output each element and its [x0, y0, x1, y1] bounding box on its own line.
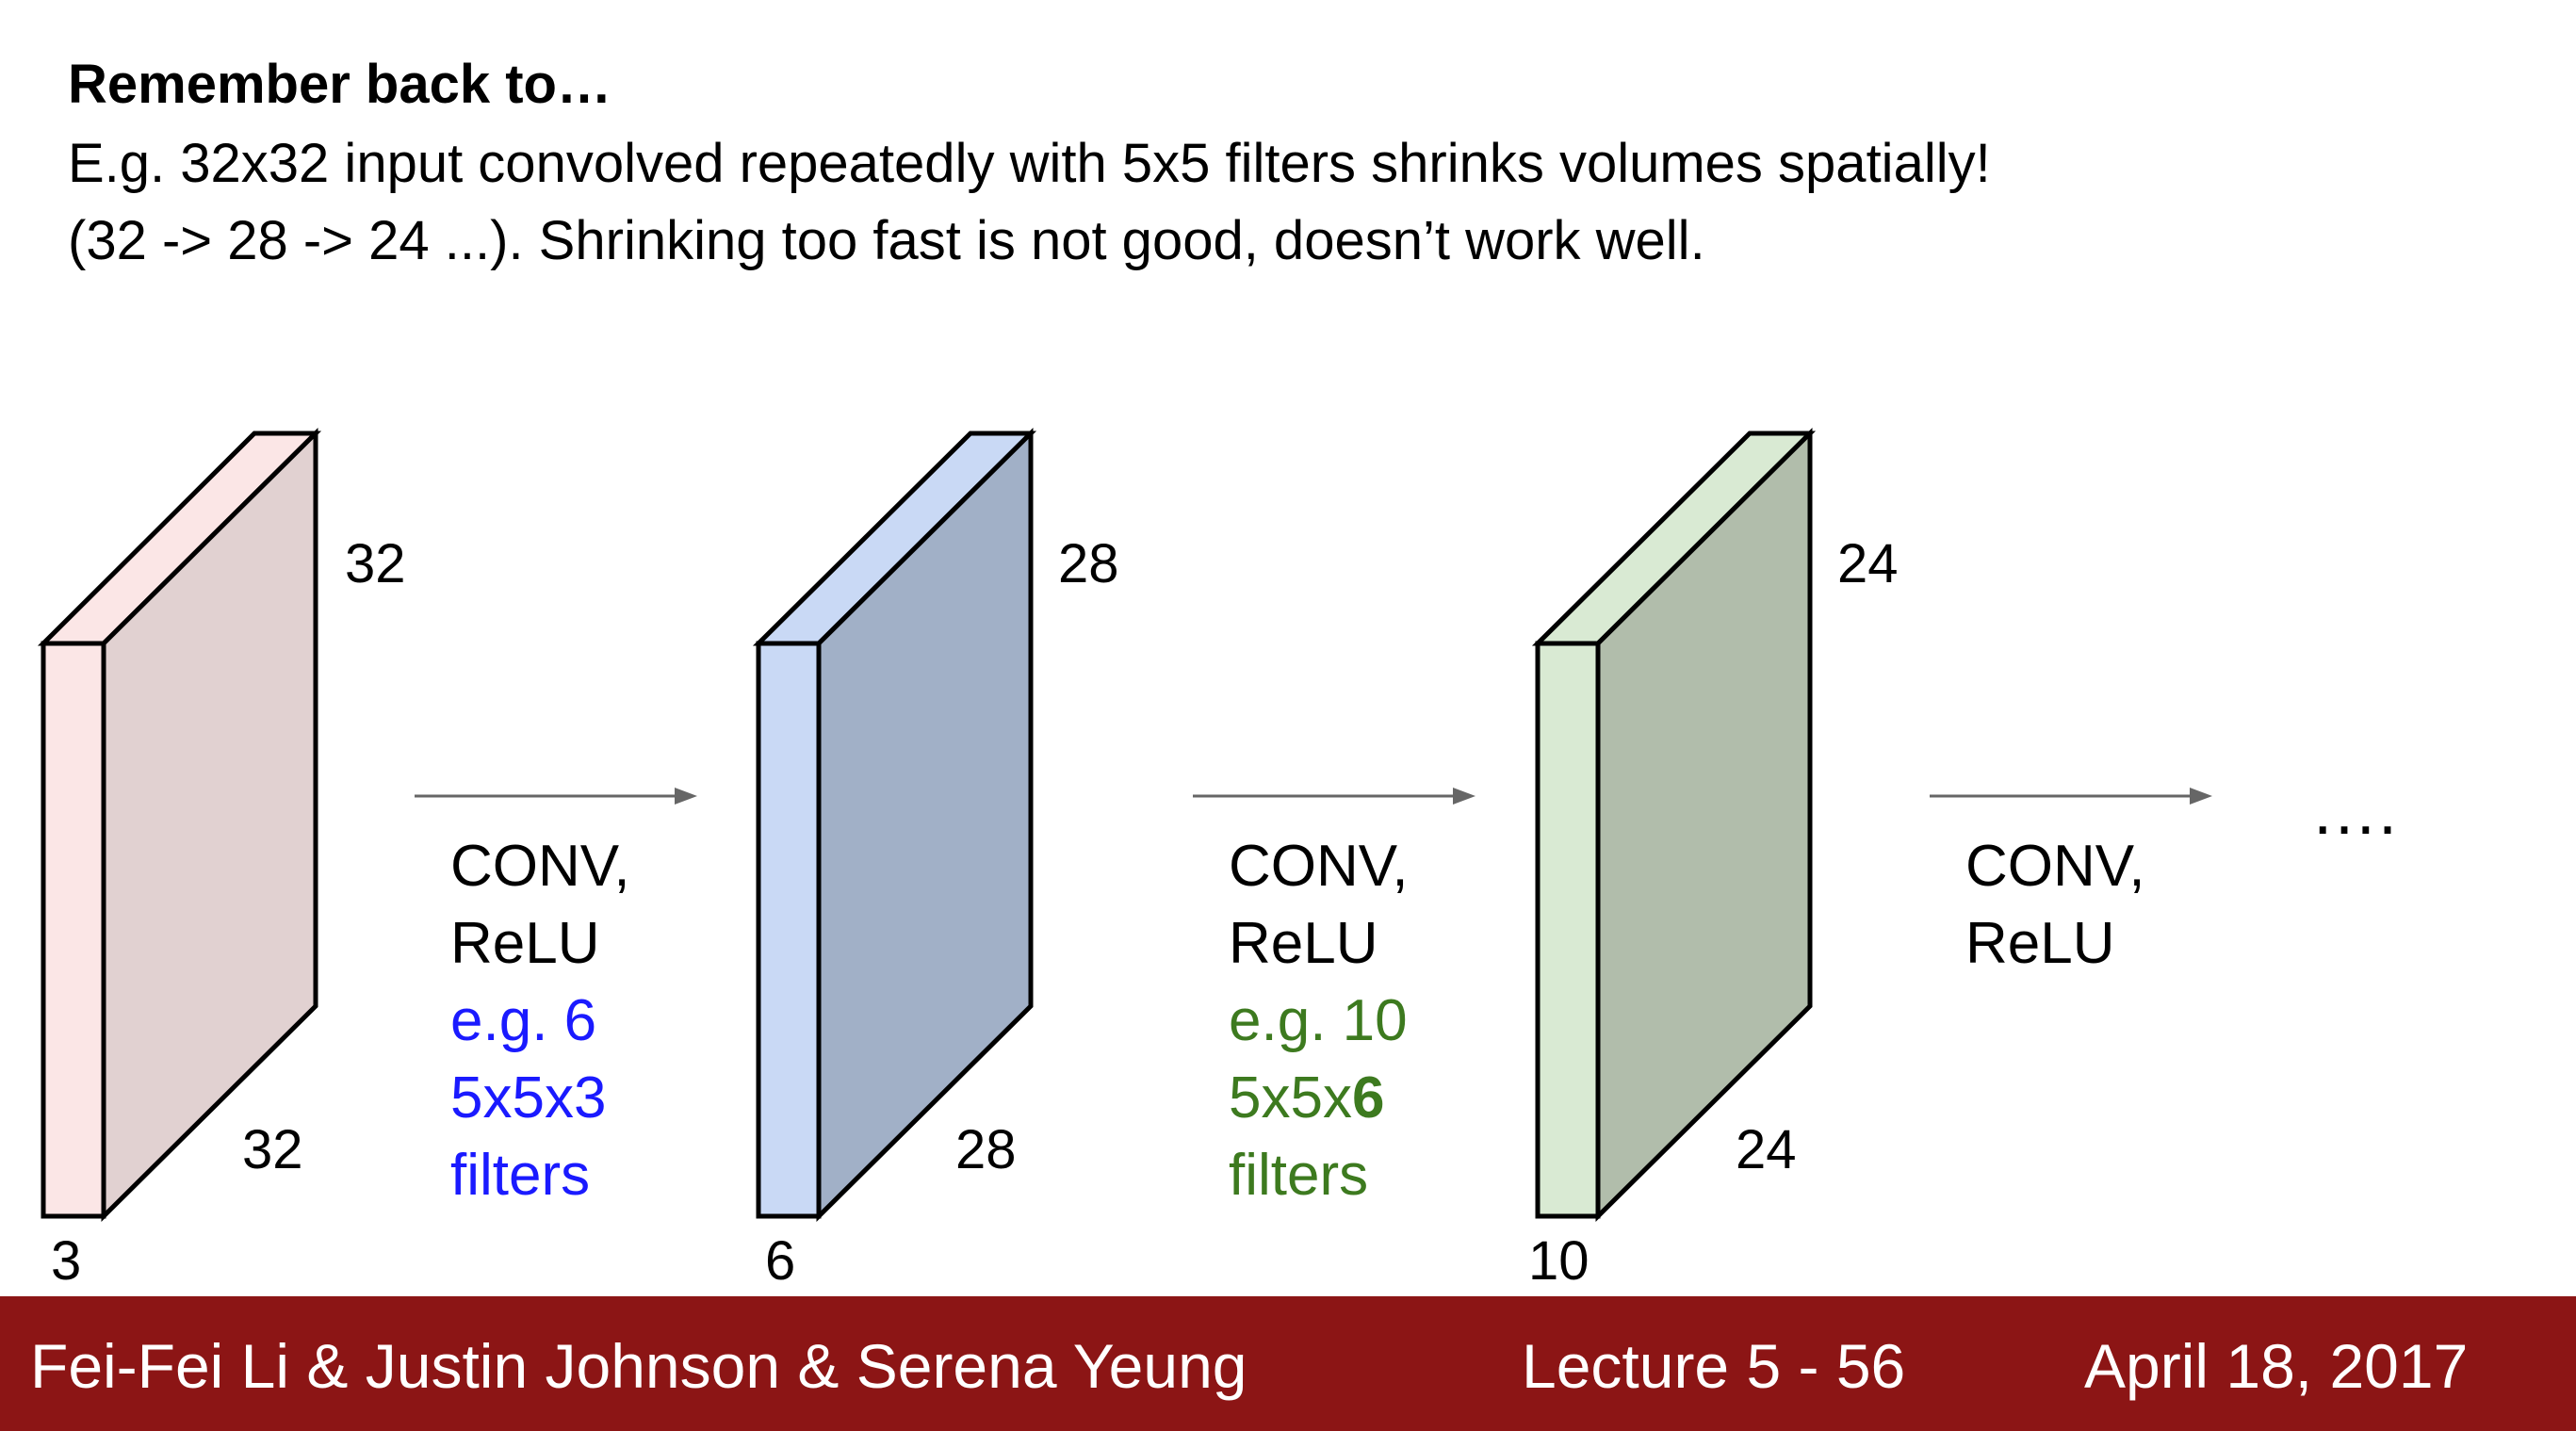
body-text-line-2: (32 -> 28 -> 24 ...). Shrinking too fast… [68, 210, 1705, 271]
step-2-detail-2: 5x5x6 [1229, 1065, 1384, 1130]
conv-step-1: CONV, ReLU e.g. 6 5x5x3 filters [450, 834, 630, 1208]
step-3-line-1: CONV, [1965, 834, 2145, 899]
volume-2-width-label: 28 [955, 1119, 1017, 1180]
step-2-line-1: CONV, [1229, 834, 1409, 899]
conv-volume-diagram: 32 32 3 CONV, ReLU e.g. 6 5x5x3 filters … [37, 428, 2397, 1292]
input-volume: 32 32 3 [37, 428, 406, 1292]
volume-1-height-label: 32 [345, 533, 406, 594]
slide-heading: Remember back to… [68, 54, 611, 115]
volume-2-front-face [756, 641, 822, 1219]
volume-2-height-label: 28 [1058, 533, 1119, 594]
step-1-detail-3: filters [450, 1143, 590, 1208]
volume-2-depth-label: 6 [765, 1230, 795, 1292]
continuation-ellipsis: …. [2310, 773, 2397, 849]
body-text-line-1: E.g. 32x32 input convolved repeatedly wi… [68, 133, 1991, 194]
volume-3-front-face [1535, 641, 1601, 1219]
step-2-detail-1: e.g. 10 [1229, 988, 1408, 1053]
volume-3-depth-label: 10 [1528, 1230, 1590, 1292]
arrow-2 [1193, 788, 1475, 805]
step-1-line-1: CONV, [450, 834, 630, 899]
step-1-detail-1: e.g. 6 [450, 988, 596, 1053]
step-3-line-2: ReLU [1965, 911, 2115, 976]
conv-step-3: CONV, ReLU [1965, 834, 2145, 976]
conv-step-2: CONV, ReLU e.g. 10 5x5x6 filters [1229, 834, 1409, 1208]
conv-volume-2: 28 28 6 [752, 428, 1119, 1292]
volume-1-front-face [41, 641, 106, 1219]
volume-1-depth-label: 3 [51, 1230, 81, 1292]
footer-bar: Fei-Fei Li & Justin Johnson & Serena Yeu… [0, 1296, 2576, 1431]
step-2-line-2: ReLU [1229, 911, 1378, 976]
step-2-detail-3: filters [1229, 1143, 1368, 1208]
arrow-3 [1930, 788, 2212, 805]
arrow-1 [415, 788, 697, 805]
step-1-detail-2: 5x5x3 [450, 1065, 606, 1130]
footer-authors: Fei-Fei Li & Justin Johnson & Serena Yeu… [30, 1331, 1247, 1401]
footer-date: April 18, 2017 [2084, 1331, 2469, 1401]
conv-volume-3: 24 24 10 [1528, 428, 1899, 1292]
volume-1-width-label: 32 [242, 1119, 303, 1180]
volume-3-width-label: 24 [1736, 1119, 1797, 1180]
volume-3-height-label: 24 [1837, 533, 1899, 594]
step-1-line-2: ReLU [450, 911, 600, 976]
footer-lecture-number: Lecture 5 - 56 [1522, 1331, 1906, 1401]
